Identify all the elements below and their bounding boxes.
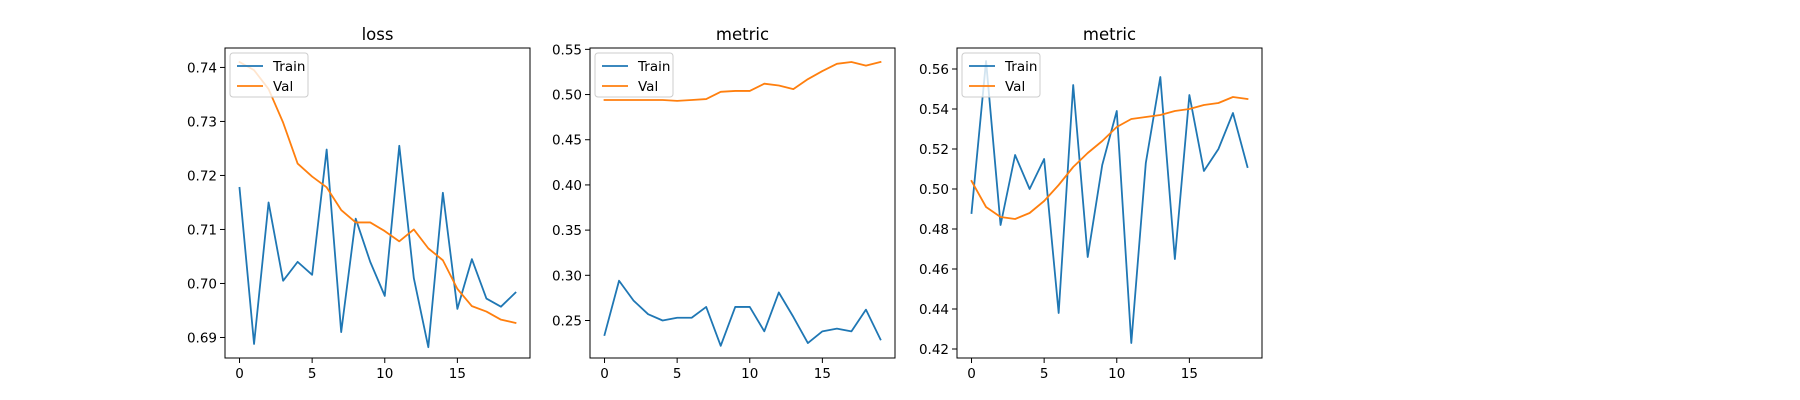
series-line-val (603, 60, 882, 102)
legend: Train Val (229, 52, 309, 98)
plot-frame (956, 47, 1263, 359)
y-tick-label: 0.30 (552, 268, 582, 284)
y-tick-label: 0.50 (919, 182, 949, 198)
y-tick-label: 0.40 (552, 178, 582, 194)
x-tick-label: 10 (376, 366, 393, 382)
y-tick-label: 0.45 (552, 133, 582, 149)
x-tick-label: 0 (235, 366, 244, 382)
y-tick-label: 0.72 (187, 168, 217, 184)
y-tick-label: 0.70 (187, 276, 217, 292)
x-tick-label: 10 (1108, 366, 1125, 382)
x-tick-label: 0 (967, 366, 976, 382)
x-tick-label: 5 (308, 366, 317, 382)
plot-frame (589, 47, 896, 359)
y-tick-label: 0.69 (187, 330, 217, 346)
y-tick-label: 0.52 (919, 142, 949, 158)
chart-1: loss 0 5 10 15 0.69 0.70 0.71 0.72 0.73 0.74 Train V… (187, 25, 531, 382)
y-tick-label: 0.50 (552, 88, 582, 104)
y-tick-label: 0.54 (919, 102, 949, 118)
x-tick-label: 15 (814, 366, 831, 382)
y-tick-label: 0.42 (919, 342, 949, 358)
chart-title: metric (1083, 25, 1136, 44)
series-line-train (970, 60, 1249, 344)
x-tick-label: 0 (600, 366, 609, 382)
y-tick-label: 0.44 (919, 302, 949, 318)
legend-label-val: Val (273, 79, 293, 95)
legend-label-train: Train (637, 59, 670, 75)
series-line-val (238, 60, 517, 324)
y-tick-label: 0.55 (552, 42, 582, 58)
y-tick-label: 0.35 (552, 223, 582, 239)
plot-frame (224, 47, 531, 359)
legend-label-train: Train (1004, 59, 1037, 75)
legend-label-train: Train (272, 59, 305, 75)
x-tick-label: 15 (449, 366, 466, 382)
x-tick-label: 5 (1040, 366, 1049, 382)
x-tick-label: 10 (741, 366, 758, 382)
chart-2: metric 0 5 10 15 0.25 0.30 0.35 0.40 0.45 0.50 0.55… (552, 25, 896, 382)
chart-title: metric (716, 25, 769, 44)
series-line-train (603, 279, 882, 347)
x-tick-label: 5 (673, 366, 682, 382)
y-tick-label: 0.71 (187, 222, 217, 238)
legend: Train Val (961, 52, 1041, 98)
chart-title: loss (362, 25, 394, 44)
y-tick-label: 0.46 (919, 262, 949, 278)
x-tick-label: 15 (1181, 366, 1198, 382)
legend-label-val: Val (1005, 79, 1025, 95)
y-tick-label: 0.25 (552, 313, 582, 329)
legend: Train Val (594, 52, 674, 98)
y-tick-label: 0.73 (187, 114, 217, 130)
legend-label-val: Val (638, 79, 658, 95)
series-line-train (238, 144, 517, 349)
chart-3: metric 0 5 10 15 0.42 0.44 0.46 0.48 0.50 0.52 0.54… (919, 25, 1263, 382)
y-tick-label: 0.48 (919, 222, 949, 238)
y-tick-label: 0.56 (919, 62, 949, 78)
series-line-val (970, 96, 1249, 220)
y-tick-label: 0.74 (187, 60, 217, 76)
